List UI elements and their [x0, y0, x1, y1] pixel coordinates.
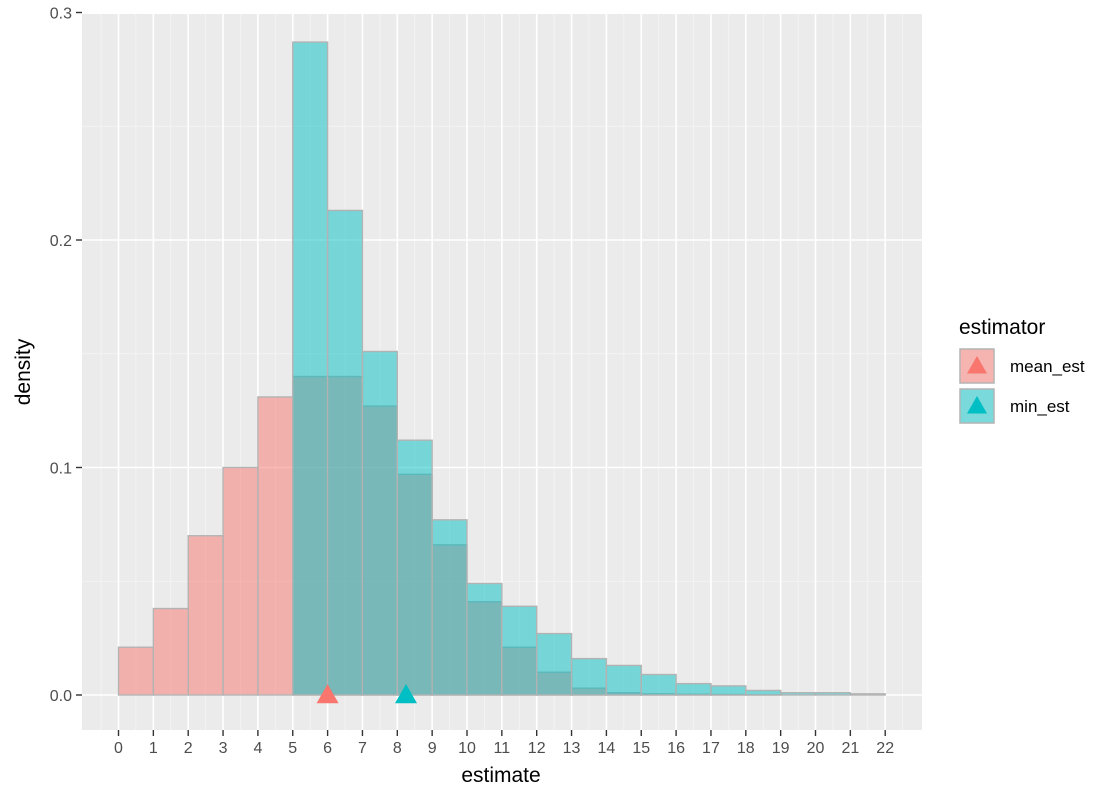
x-tick-label: 0 [114, 740, 123, 757]
x-tick-label: 18 [737, 740, 755, 757]
legend-title: estimator [959, 316, 1045, 339]
y-tick-label: 0.0 [50, 688, 72, 705]
x-tick-label: 6 [323, 740, 332, 757]
legend-label: min_est [1010, 397, 1070, 416]
bar-min_est [850, 694, 885, 695]
y-tick-label: 0.3 [50, 6, 72, 23]
bar-mean_est [119, 647, 154, 695]
bar-min_est [362, 351, 397, 695]
x-tick-label: 21 [841, 740, 859, 757]
bar-mean_est [188, 536, 223, 695]
y-tick-label: 0.1 [50, 461, 72, 478]
bar-min_est [432, 520, 467, 695]
x-tick-label: 2 [184, 740, 193, 757]
x-tick-label: 12 [528, 740, 546, 757]
bar-min_est [467, 584, 502, 695]
y-tick-label: 0.2 [50, 233, 72, 250]
x-tick-label: 8 [393, 740, 402, 757]
x-tick-label: 3 [219, 740, 228, 757]
x-axis-title: estimate [461, 764, 540, 787]
bar-min_est [711, 686, 746, 695]
y-axis-title: density [12, 338, 35, 405]
x-tick-label: 11 [494, 740, 511, 757]
bar-min_est [816, 693, 851, 695]
bar-min_est [572, 659, 607, 695]
bar-mean_est [258, 397, 293, 695]
bar-min_est [746, 690, 781, 695]
bar-min_est [641, 675, 676, 695]
x-tick-label: 16 [667, 740, 685, 757]
x-tick-label: 4 [253, 740, 262, 757]
bar-min_est [676, 684, 711, 695]
bar-min_est [537, 634, 572, 695]
x-tick-label: 1 [149, 740, 158, 757]
x-tick-label: 9 [428, 740, 437, 757]
x-tick-label: 19 [772, 740, 790, 757]
bar-mean_est [153, 609, 188, 695]
x-tick-label: 10 [458, 740, 476, 757]
x-tick-label: 14 [598, 740, 616, 757]
x-tick-label: 20 [807, 740, 825, 757]
bar-min_est [781, 693, 816, 695]
x-tick-label: 5 [288, 740, 297, 757]
legend: estimator mean_est min_est [959, 316, 1085, 424]
x-tick-label: 15 [632, 740, 650, 757]
legend-label: mean_est [1010, 357, 1085, 376]
x-tick-label: 13 [563, 740, 581, 757]
bar-min_est [606, 665, 641, 695]
x-tick-label: 17 [702, 740, 720, 757]
bar-mean_est [223, 468, 258, 696]
bar-min_est [328, 210, 363, 695]
bar-min_est [293, 42, 328, 695]
x-tick-label: 7 [358, 740, 367, 757]
x-tick-label: 22 [876, 740, 894, 757]
bar-min_est [397, 440, 432, 695]
bar-min_est [502, 606, 537, 695]
